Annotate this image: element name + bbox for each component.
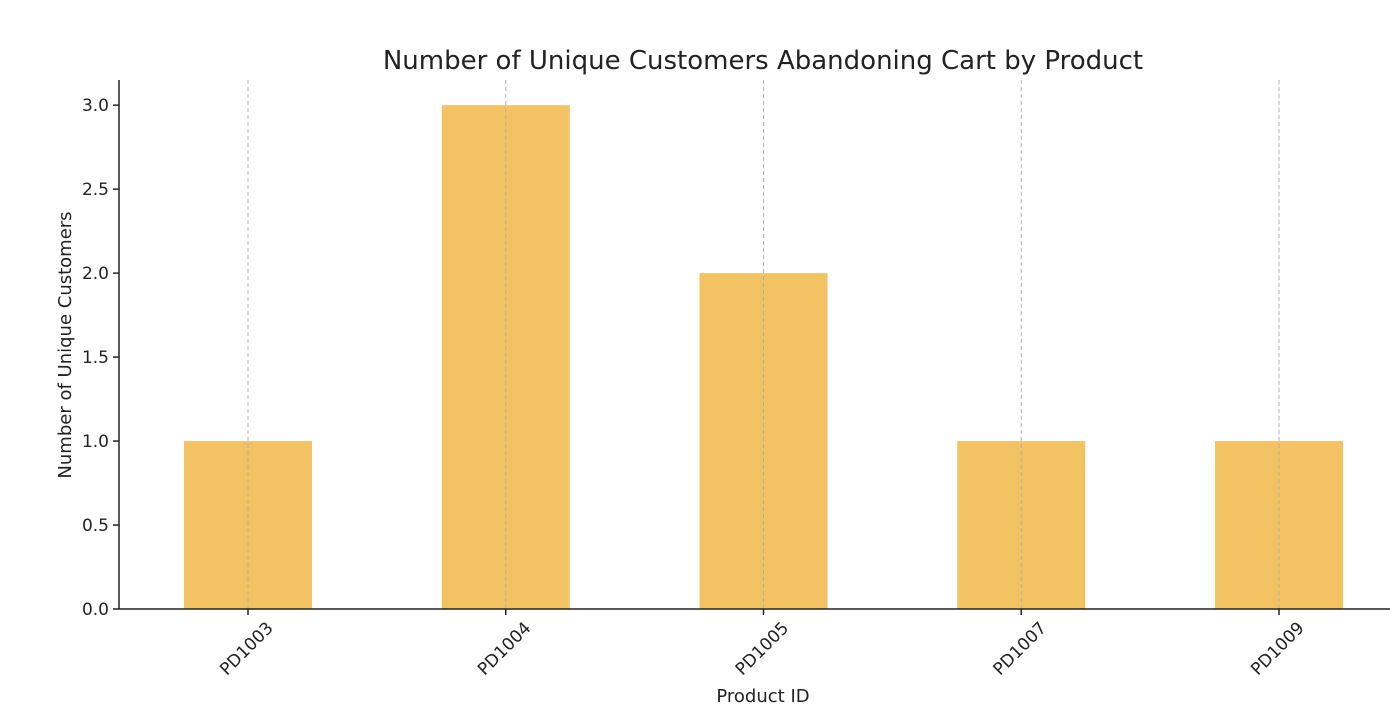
y-tick-label-0-0: 0.0 [82,600,109,620]
x-axis: PD1003 PD1004 PD1005 PD1007 PD1009 [119,608,1390,680]
x-tick-label-pd1009: PD1009 [1247,618,1308,679]
x-tick-label-pd1004: PD1004 [474,618,535,679]
chart-title: Number of Unique Customers Abandoning Ca… [383,46,1143,76]
y-tick-label-2-5: 2.5 [82,180,109,200]
y-tick-label-0-5: 0.5 [82,516,109,536]
y-tick-label-1-5: 1.5 [82,348,109,368]
bar-pd1005 [699,273,828,609]
bars [184,80,1343,609]
x-axis-label: Product ID [716,686,809,707]
y-axis-label: Number of Unique Customers [55,211,76,478]
y-axis: 0.0 0.5 1.0 1.5 2.0 2.5 3.0 [82,80,120,620]
bar-pd1003 [184,441,312,609]
x-tick-label-pd1007: PD1007 [990,618,1051,679]
bar-pd1009 [1215,441,1343,609]
y-tick-label-1-0: 1.0 [82,432,109,452]
bar-pd1004 [441,105,570,609]
bar-pd1007 [957,441,1086,609]
x-tick-label-pd1003: PD1003 [216,618,277,679]
y-tick-label-3-0: 3.0 [82,96,109,116]
x-tick-label-pd1005: PD1005 [732,618,793,679]
y-tick-label-2-0: 2.0 [82,264,109,284]
